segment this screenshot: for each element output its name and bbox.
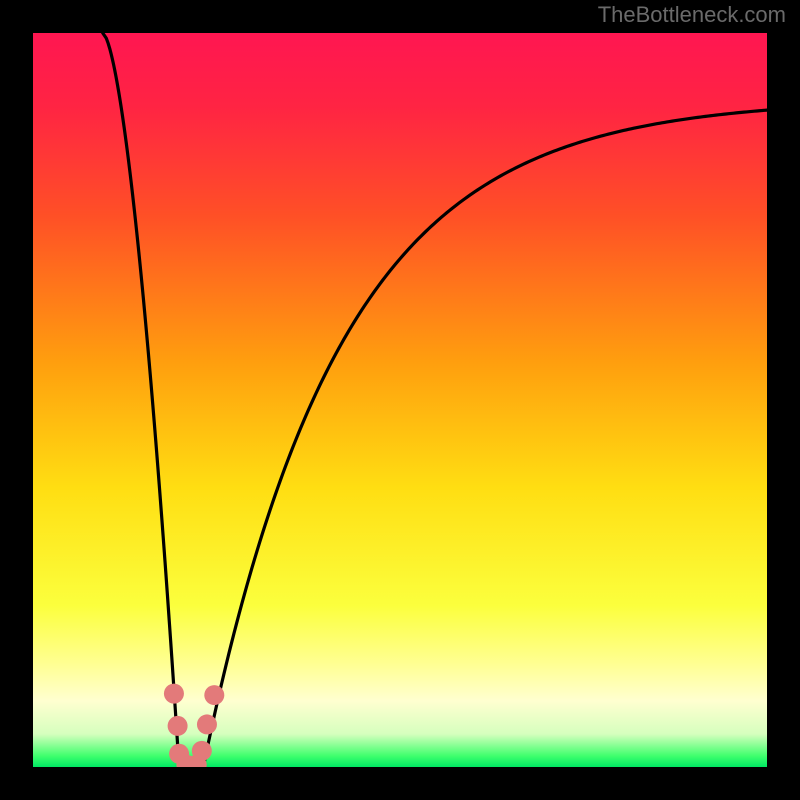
marker-dot — [192, 741, 212, 761]
marker-dot — [168, 716, 188, 736]
figure-root: TheBottleneck.com — [0, 0, 800, 800]
marker-dot — [164, 684, 184, 704]
chart-svg — [33, 33, 767, 767]
plot-background — [33, 33, 767, 767]
marker-dot — [197, 714, 217, 734]
watermark-text: TheBottleneck.com — [598, 2, 786, 28]
plot-area — [33, 33, 767, 767]
marker-dot — [204, 685, 224, 705]
